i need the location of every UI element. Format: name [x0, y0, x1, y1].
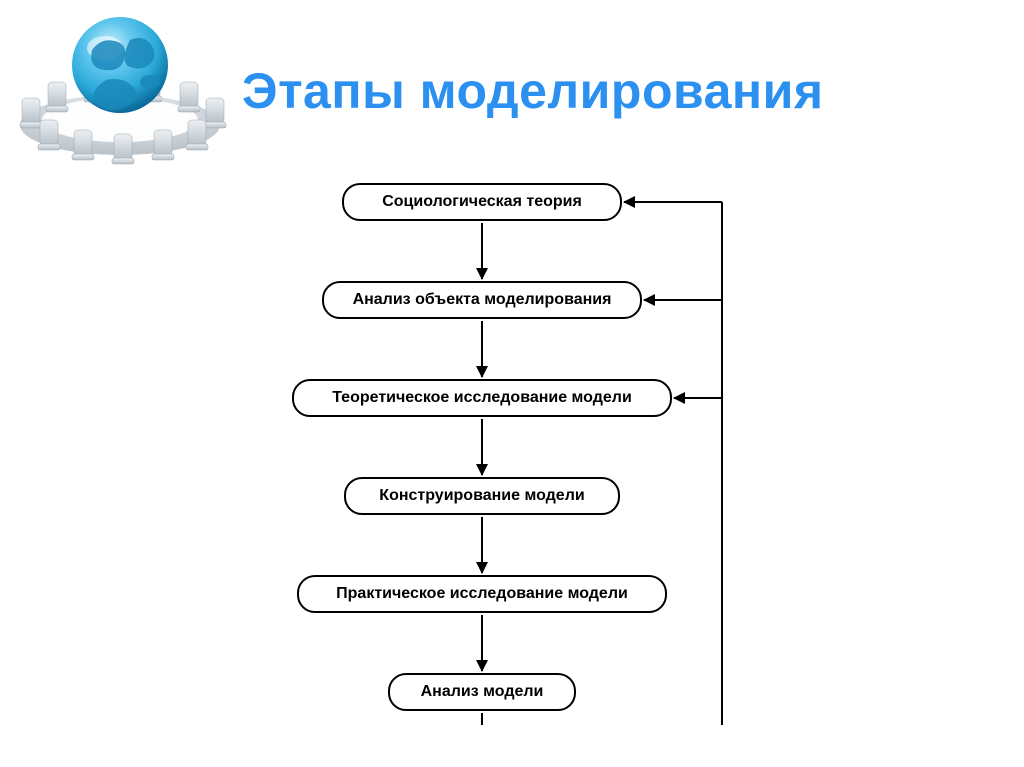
flow-node-n3: Теоретическое исследование модели — [292, 379, 672, 417]
slide: Этапы моделирования Социологическая теор… — [0, 0, 1024, 767]
flow-node-n6: Анализ модели — [388, 673, 576, 711]
slide-title: Этапы моделирования — [242, 62, 824, 120]
flow-node-n1: Социологическая теория — [342, 183, 622, 221]
flowchart-arrows — [252, 173, 812, 725]
logo-globe-conference — [10, 10, 230, 165]
flow-node-n4: Конструирование модели — [344, 477, 620, 515]
header: Этапы моделирования — [0, 0, 1024, 160]
flow-node-n5: Практическое исследование модели — [297, 575, 667, 613]
flow-node-n2: Анализ объекта моделирования — [322, 281, 642, 319]
flowchart: Социологическая теория Анализ объекта мод… — [252, 173, 812, 725]
